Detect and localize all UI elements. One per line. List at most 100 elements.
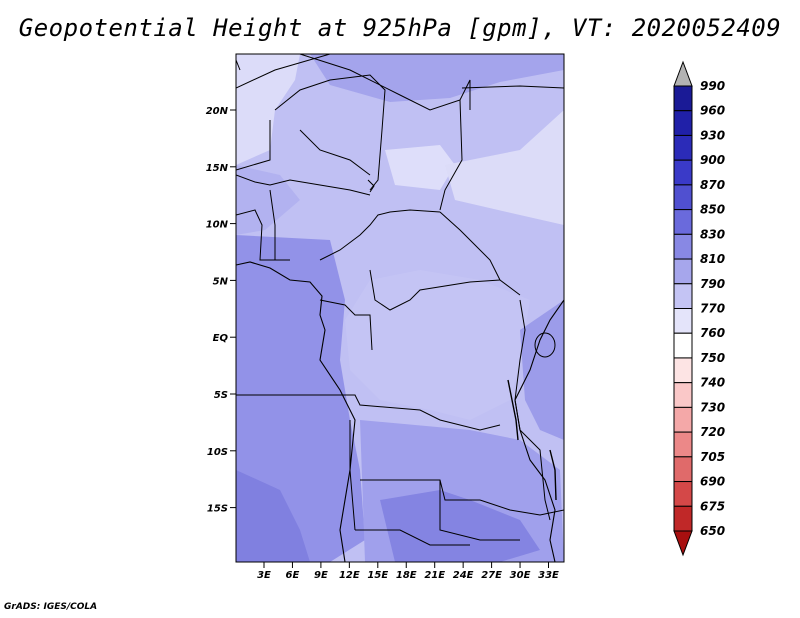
grads-credit: GrADS: IGES/COLA	[4, 602, 98, 612]
height-region-sw-darkest	[236, 470, 310, 562]
colorbar-swatch	[673, 505, 693, 532]
colorbar-swatch	[673, 209, 693, 235]
border-line	[355, 529, 470, 546]
border-line	[319, 209, 441, 261]
height-region-coast-dark	[236, 235, 365, 562]
colorbar-swatch	[673, 233, 693, 260]
colorbar-bottom-arrow	[673, 530, 693, 557]
lake-malawi	[549, 449, 557, 501]
lat-label: 10N	[206, 220, 229, 231]
colorbar-swatch	[673, 110, 693, 136]
lat-label: 10S	[207, 447, 228, 458]
border-line	[439, 99, 463, 211]
lon-label: 3E	[257, 570, 271, 581]
colorbar-top-arrow	[673, 60, 693, 87]
colorbar: 990 960 930 900 870 850 830 810 790 770 760 750 740 7…	[673, 60, 725, 557]
lat-label: 15S	[207, 504, 228, 515]
border-line	[479, 499, 564, 516]
border-line	[269, 189, 276, 260]
height-region-south-dark	[380, 490, 540, 562]
border-line	[519, 429, 551, 521]
lon-label: 21E	[424, 570, 445, 581]
colorbar-label: 830	[700, 227, 725, 241]
lon-label: 30E	[510, 570, 531, 581]
border-line	[236, 120, 271, 171]
colorbar-label: 810	[700, 252, 725, 266]
border-line	[360, 479, 480, 501]
border-line	[461, 85, 564, 89]
colorbar-label: 675	[700, 499, 725, 513]
lon-label: 27E	[481, 570, 502, 581]
border-line	[236, 209, 290, 261]
height-region-nw-light	[236, 54, 300, 165]
colorbar-swatch	[673, 431, 693, 458]
border-line	[319, 299, 373, 351]
height-region-congo-light	[345, 270, 530, 420]
border-line	[299, 129, 371, 176]
border-line	[299, 54, 471, 111]
lon-label: 9E	[314, 570, 328, 581]
colorbar-label: 900	[700, 153, 725, 167]
colorbar-label: 690	[700, 475, 725, 489]
colorbar-label: 650	[700, 524, 725, 538]
colorbar-label: 790	[700, 277, 725, 291]
colorbar-swatch	[673, 258, 693, 285]
border-line	[274, 74, 386, 191]
map-frame	[235, 53, 565, 563]
colorbar-label: 705	[700, 450, 725, 464]
colorbar-label: 760	[700, 326, 725, 340]
colorbar-label: 930	[700, 128, 725, 142]
colorbar-label: 740	[700, 376, 725, 390]
colorbar-swatch	[673, 85, 693, 112]
lon-label: 12E	[339, 570, 360, 581]
map-plot-area	[236, 54, 564, 562]
lat-label: 5S	[214, 390, 228, 401]
colorbar-swatch	[673, 308, 693, 334]
lat-label: 20N	[206, 106, 229, 117]
colorbar-swatch	[673, 184, 693, 211]
lake-chad	[367, 179, 375, 193]
colorbar-label: 730	[700, 400, 725, 414]
lon-label: 18E	[396, 570, 417, 581]
colorbar-label: 750	[700, 351, 725, 365]
border-line	[236, 54, 331, 89]
height-region-east-coast	[520, 300, 564, 440]
colorbar-swatch	[673, 283, 693, 309]
lake-tanganyika	[507, 379, 519, 441]
coastline-west	[236, 261, 356, 562]
colorbar-swatch	[673, 159, 693, 186]
colorbar-swatch	[673, 357, 693, 384]
border-line	[236, 394, 501, 431]
lat-label: 15N	[206, 163, 229, 174]
height-region-east-light	[445, 110, 564, 225]
latitude-axis: 20N 15N 10N 5N EQ 5S 10S 15S	[206, 106, 236, 515]
border-line	[439, 480, 520, 541]
colorbar-label: 990	[700, 79, 725, 93]
colorbar-swatch	[673, 456, 693, 483]
lon-label: 15E	[367, 570, 388, 581]
longitude-axis: 3E 6E 9E 12E 15E 18E 21E 24E 27E 30E 33E	[257, 562, 559, 581]
colorbar-label: 960	[700, 104, 725, 118]
colorbar-label: 870	[700, 178, 725, 192]
lat-label: 5N	[213, 276, 229, 287]
height-region-sahara-light	[385, 145, 455, 190]
colorbar-label: 770	[700, 302, 725, 316]
colorbar-swatch	[673, 332, 693, 359]
colorbar-swatch	[673, 382, 693, 408]
lon-label: 6E	[286, 570, 300, 581]
colorbar-swatch	[673, 481, 693, 507]
colorbar-swatch	[673, 406, 693, 433]
height-region-west	[236, 165, 300, 235]
colorbar-label: 850	[700, 203, 725, 217]
border-line	[439, 211, 521, 296]
border-line	[369, 269, 501, 311]
lake-victoria	[534, 332, 556, 358]
colorbar-swatch	[673, 134, 693, 161]
chart-title: Geopotential Height at 925hPa [gpm], VT:…	[18, 14, 782, 42]
colorbar-label: 720	[700, 425, 725, 439]
lon-label: 33E	[538, 570, 559, 581]
border-line	[236, 174, 371, 196]
lon-label: 24E	[453, 570, 474, 581]
height-region-north-dark	[310, 54, 564, 102]
